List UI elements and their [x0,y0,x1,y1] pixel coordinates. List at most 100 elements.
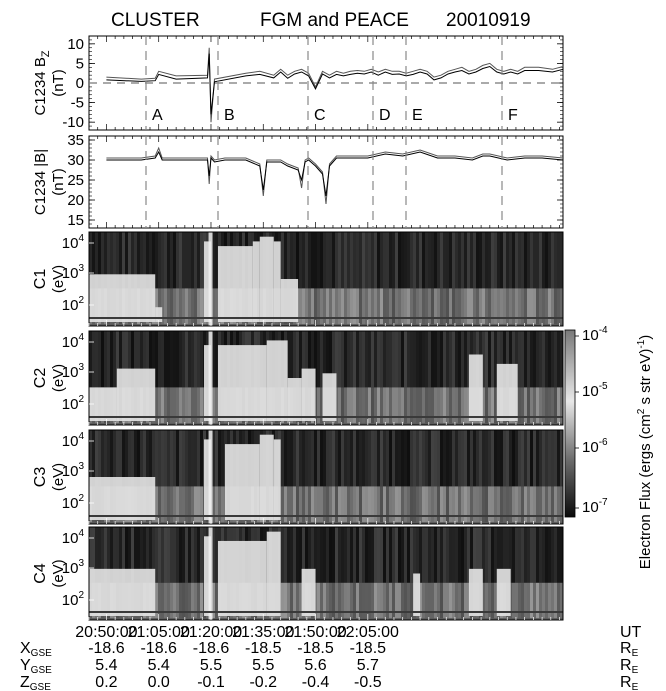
spectrogram-column [539,288,542,325]
spectrogram-ylabel-unit: (eV) [50,265,67,293]
spectrogram-column [518,527,521,583]
spectrogram-column [398,232,401,289]
btot-plot-frame [88,135,564,229]
spectrogram-column [467,232,470,289]
spectrogram-column [515,331,518,388]
spectrogram-column [455,331,458,388]
spectrogram-column [191,232,194,289]
bz-ylabel-unit: (nT) [50,69,67,97]
spectrogram-column [341,582,344,619]
spectrogram-column [155,331,158,388]
spectrogram-column [419,387,422,424]
spectrogram-column [299,288,302,325]
spectrogram-column [485,331,488,388]
spectrogram-column [554,232,557,289]
spectrogram-column [503,486,506,523]
position-value: -0.4 [302,674,330,691]
spectrogram-column [341,486,344,523]
spectrogram-column [530,486,533,523]
spectrogram-column [212,582,215,619]
spectrogram-column [554,486,557,523]
spectrogram-column [299,582,302,619]
spectrogram-column [284,430,287,487]
spectrogram-column [161,430,164,487]
spectrogram-column [494,527,497,583]
spectrogram-flux-region [252,241,260,322]
spectrogram-column [332,527,335,583]
spectrogram-column [173,387,176,424]
spectrogram-column [293,430,296,487]
spectrogram-column [281,232,284,289]
spectrogram-column [434,387,437,424]
spectrogram-column [452,331,455,388]
spectrogram-column [491,331,494,388]
spectrogram-column [347,582,350,619]
spectrogram-column [284,486,287,523]
bz-series-2 [106,53,564,115]
spectrogram-column [350,232,353,289]
spectrogram-column [455,486,458,523]
spectrogram-frame [88,526,564,621]
spectrogram-column [359,527,362,583]
spectrogram-column [470,288,473,325]
spectrogram-column [485,527,488,583]
spectrogram-column [560,387,563,424]
spectrogram-column [497,232,500,289]
spectrogram-column [455,232,458,289]
spectrogram-column [164,486,167,523]
spectrogram-column [191,582,194,619]
spectrogram-column [410,232,413,289]
spectrogram-column [338,387,341,424]
spectrogram-column [173,582,176,619]
spectrogram-column [182,582,185,619]
spectrogram-column [347,486,350,523]
spectrogram-column [344,288,347,325]
spectrogram-column [362,331,365,388]
spectrogram-column [338,331,341,388]
spectrogram-column [413,288,416,325]
spectrogram-column [551,387,554,424]
spectrogram-column [194,288,197,325]
spectrogram-column [365,387,368,424]
spectrogram-column [359,582,362,619]
spectrogram-ylabel-unit: (eV) [50,559,67,587]
spectrogram-column [302,430,305,487]
position-value: -18.5 [245,640,282,657]
position-value: -18.5 [297,640,334,657]
spectrogram-column [338,288,341,325]
spectrogram-column [167,582,170,619]
y-tick-label: -5 [71,95,84,112]
spectrogram-column [293,486,296,523]
spectrogram-column [395,430,398,487]
spectrogram-flux-region [468,354,483,421]
spectrogram-column [347,387,350,424]
spectrogram-column [488,430,491,487]
spectrogram-column [128,232,131,289]
spectrogram-column [212,430,215,487]
spectrogram-column [347,232,350,289]
spectrogram-column [386,582,389,619]
spectrogram-column [356,486,359,523]
spectrogram-column [329,430,332,487]
x-tick-label: 21:20:00 [180,624,242,641]
spectrogram-column [479,486,482,523]
spectrogram-column [461,430,464,487]
spectrogram-column [440,430,443,487]
spectrogram-column [188,486,191,523]
spectrogram-column [119,232,122,289]
spectrogram-column [509,430,512,487]
spectrogram-frame [88,429,564,525]
spectrogram-column [458,232,461,289]
spectrogram-column [365,232,368,289]
position-value: -0.1 [197,674,225,691]
spectrogram-column [215,527,218,583]
spectrogram-column [326,288,329,325]
spectrogram-column [434,582,437,619]
position-row-label: ZGSE [20,674,51,691]
spectrogram-column [368,582,371,619]
spectrogram-column [386,387,389,424]
spectrogram-flux-region [204,241,211,322]
spectrogram-column [161,232,164,289]
spectrogram-column [221,486,224,523]
spectrogram-column [314,430,317,487]
